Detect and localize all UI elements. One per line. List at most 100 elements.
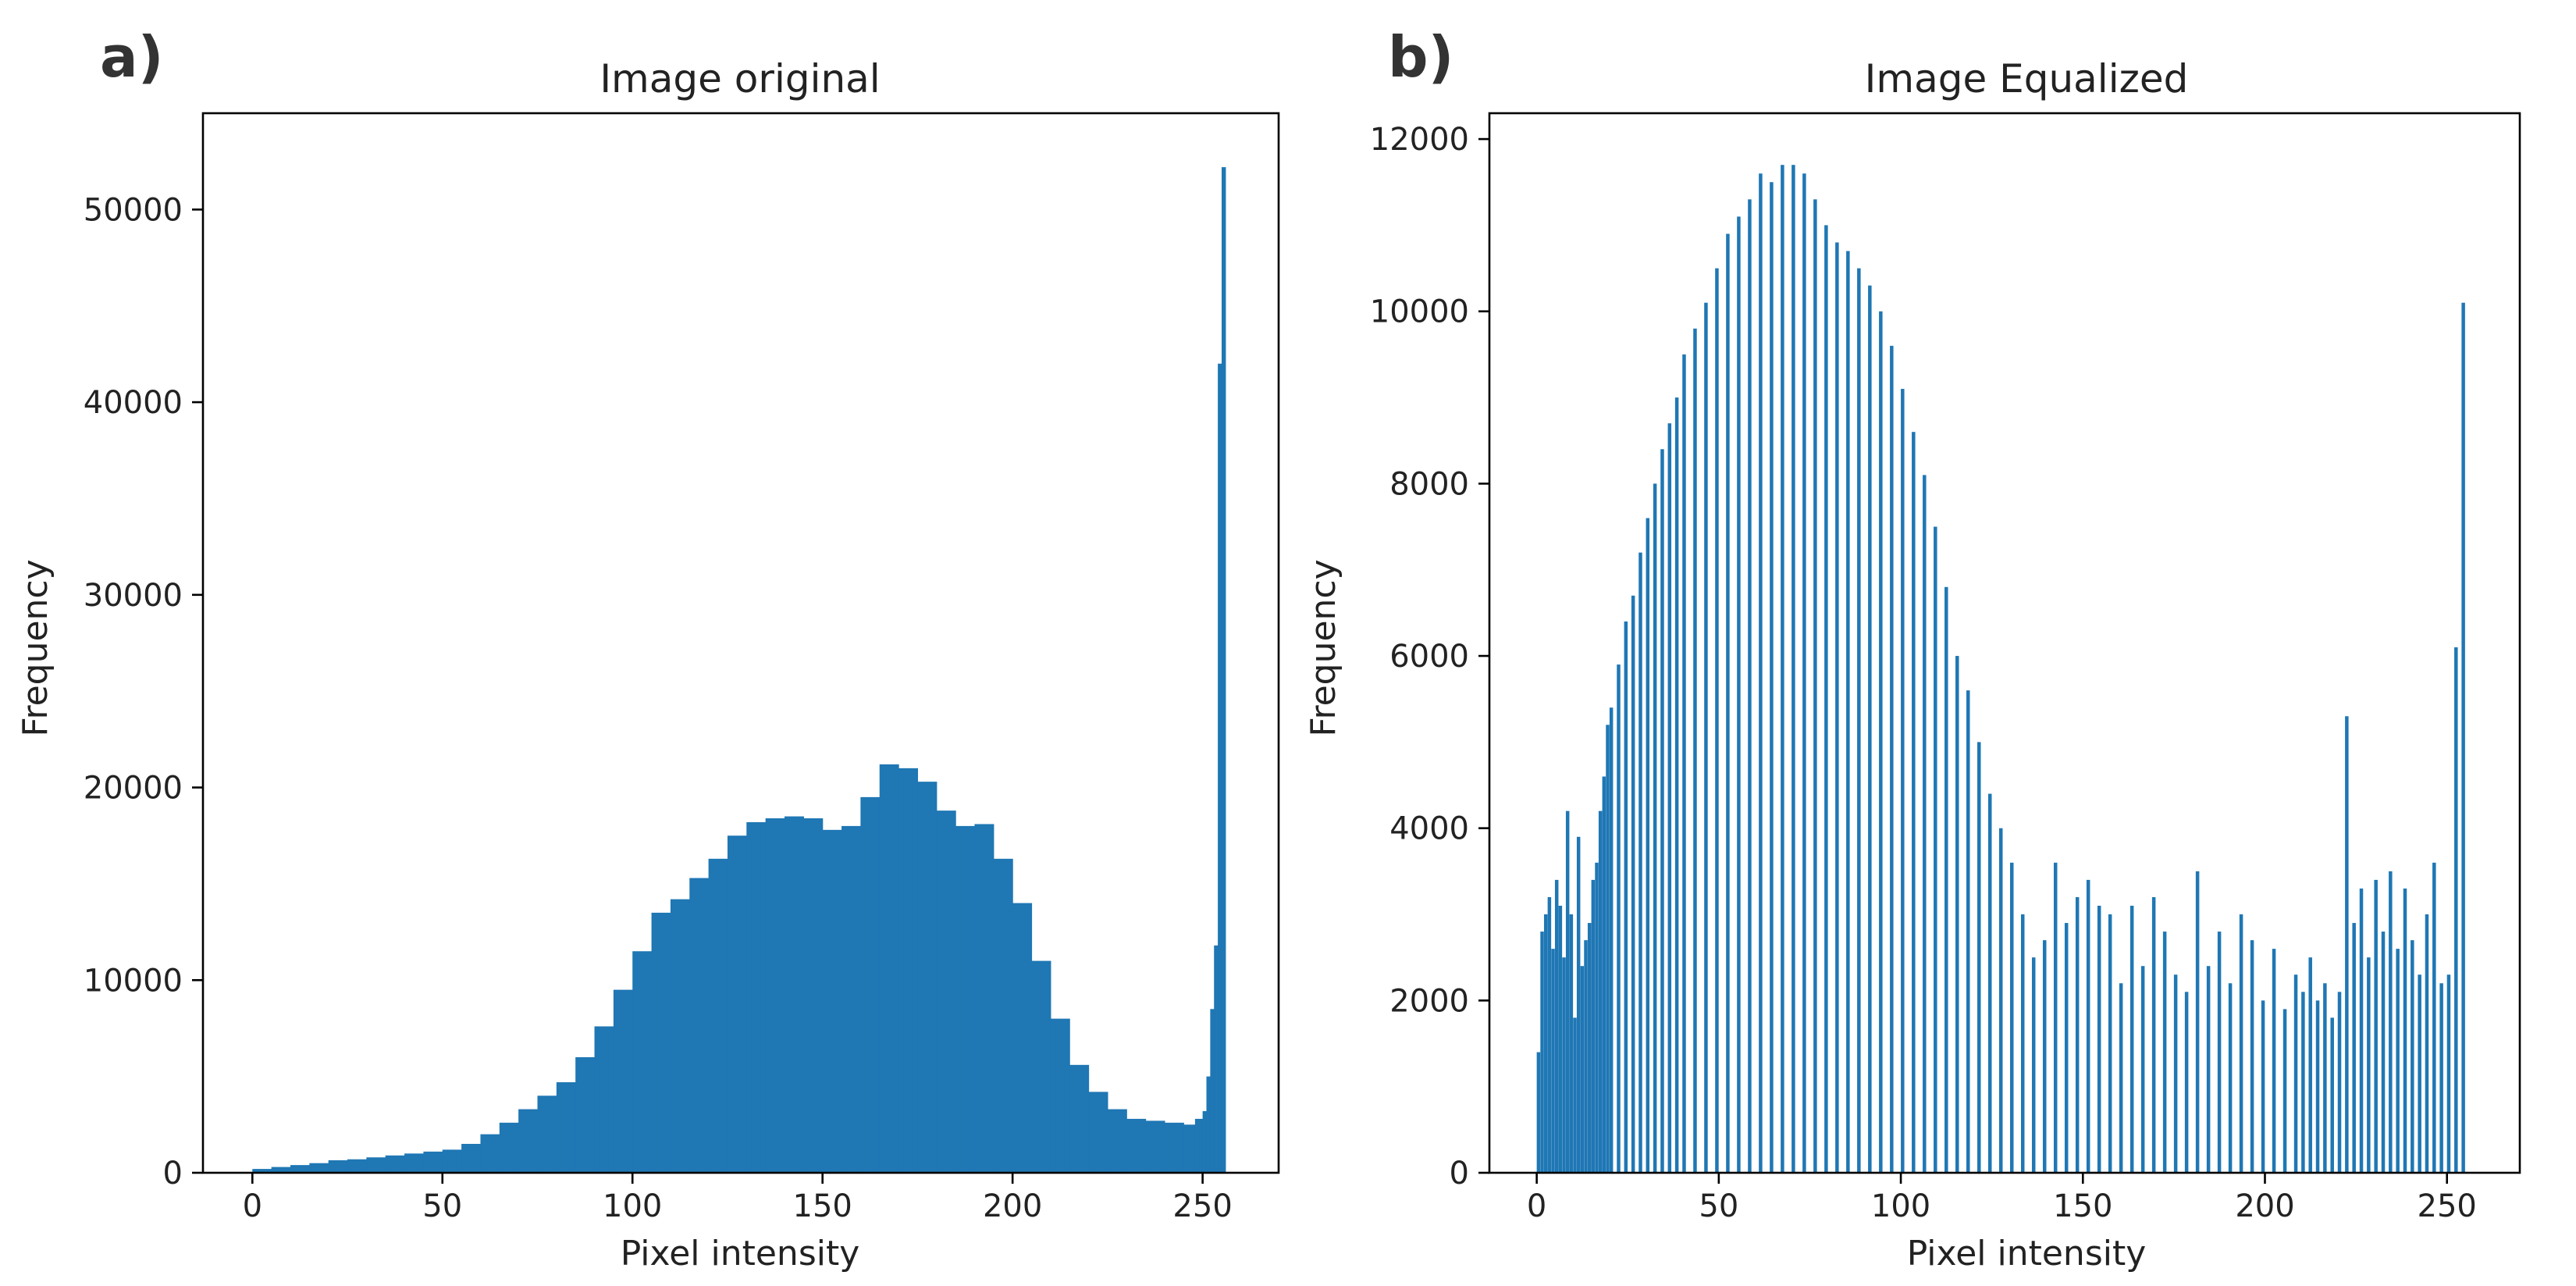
bar xyxy=(1781,165,1784,1174)
bar xyxy=(1609,707,1614,1173)
bar xyxy=(1558,905,1563,1173)
bar xyxy=(1638,552,1642,1173)
bar xyxy=(2425,914,2429,1173)
bar xyxy=(1879,311,1883,1173)
bar xyxy=(1569,914,1574,1173)
bar xyxy=(1145,1120,1165,1173)
bar xyxy=(2261,1000,2265,1173)
bar xyxy=(1653,483,1657,1173)
bar xyxy=(1868,285,1872,1173)
bar xyxy=(2352,923,2356,1173)
bar xyxy=(1194,1118,1204,1173)
bar xyxy=(1562,957,1566,1173)
bar xyxy=(1088,1092,1108,1173)
bar xyxy=(1726,233,1730,1174)
bar xyxy=(2272,949,2276,1173)
bar xyxy=(1598,810,1603,1173)
panel-label-a: a) xyxy=(100,24,164,90)
y-tick-label: 10000 xyxy=(1370,294,1469,330)
bar xyxy=(1674,397,1679,1173)
bar xyxy=(2293,974,2298,1173)
bar xyxy=(822,829,842,1173)
bar xyxy=(993,858,1013,1173)
bar xyxy=(670,899,690,1173)
bar xyxy=(2389,871,2393,1173)
bar xyxy=(2162,932,2167,1173)
bar xyxy=(1540,932,1544,1173)
y-tick-label: 30000 xyxy=(84,578,183,614)
bar xyxy=(613,989,633,1173)
bar xyxy=(1214,945,1219,1173)
bar xyxy=(271,1167,291,1173)
bar xyxy=(309,1163,329,1173)
bar xyxy=(2184,992,2189,1173)
bar xyxy=(2042,940,2047,1173)
bar xyxy=(1693,328,1697,1173)
bar xyxy=(2308,957,2312,1173)
x-ticks-a: 0 50 100 150 200 250 xyxy=(243,1173,1233,1224)
x-axis-label-a: Pixel intensity xyxy=(621,1234,860,1274)
bar xyxy=(2217,932,2222,1173)
bar xyxy=(2403,888,2407,1173)
bar xyxy=(2367,957,2371,1173)
bar xyxy=(689,878,710,1173)
bar xyxy=(1126,1118,1147,1173)
bar xyxy=(708,858,728,1173)
bar xyxy=(1660,449,1664,1173)
bar xyxy=(2195,871,2200,1173)
bar xyxy=(2411,940,2414,1173)
bar xyxy=(2075,896,2080,1173)
bar xyxy=(1715,268,1719,1174)
bar xyxy=(1934,526,1937,1173)
y-tick-label: 2000 xyxy=(1389,983,1469,1019)
bar xyxy=(1631,595,1635,1173)
bar xyxy=(2301,992,2305,1173)
bar xyxy=(1606,725,1610,1173)
bar xyxy=(290,1165,310,1173)
bar xyxy=(347,1159,367,1173)
bar xyxy=(2282,1009,2287,1173)
bar xyxy=(2345,716,2349,1173)
bar xyxy=(385,1155,405,1173)
bar xyxy=(2239,914,2243,1173)
bar xyxy=(1813,199,1817,1174)
bar xyxy=(2097,905,2101,1173)
x-tick-label: 200 xyxy=(2235,1188,2294,1224)
bar xyxy=(2086,879,2090,1173)
bar xyxy=(1759,173,1763,1174)
x-tick-label: 100 xyxy=(1871,1188,1930,1224)
bar xyxy=(1580,966,1585,1173)
bar xyxy=(404,1153,425,1173)
bar xyxy=(1107,1109,1127,1173)
bar xyxy=(2337,992,2342,1173)
bar xyxy=(2064,923,2069,1173)
x-axis-label-b: Pixel intensity xyxy=(1907,1234,2147,1274)
bar xyxy=(746,821,767,1173)
bar xyxy=(1218,363,1222,1173)
bar xyxy=(1890,345,1894,1173)
bar xyxy=(1901,389,1905,1173)
bar xyxy=(1923,475,1927,1173)
bar xyxy=(1824,225,1828,1173)
bar xyxy=(1802,173,1806,1174)
bar xyxy=(1210,1009,1215,1173)
y-axis-label-b: Frequency xyxy=(1304,559,1343,736)
bar xyxy=(2020,914,2025,1173)
bar xyxy=(1012,903,1033,1173)
x-tick-label: 0 xyxy=(1527,1188,1546,1224)
bar xyxy=(1050,1018,1070,1173)
bar xyxy=(1835,242,1839,1173)
bar xyxy=(1955,656,1959,1173)
bar xyxy=(366,1157,386,1173)
bar xyxy=(1573,1017,1577,1173)
bar xyxy=(1554,879,1559,1173)
bar xyxy=(2053,862,2058,1173)
x-tick-label: 0 xyxy=(243,1188,262,1224)
bar xyxy=(2330,1017,2334,1173)
bar xyxy=(1944,586,1948,1173)
bar xyxy=(1565,810,1570,1173)
bar xyxy=(785,816,804,1173)
bar xyxy=(1667,423,1672,1173)
bar xyxy=(423,1151,443,1173)
bar xyxy=(860,796,881,1173)
